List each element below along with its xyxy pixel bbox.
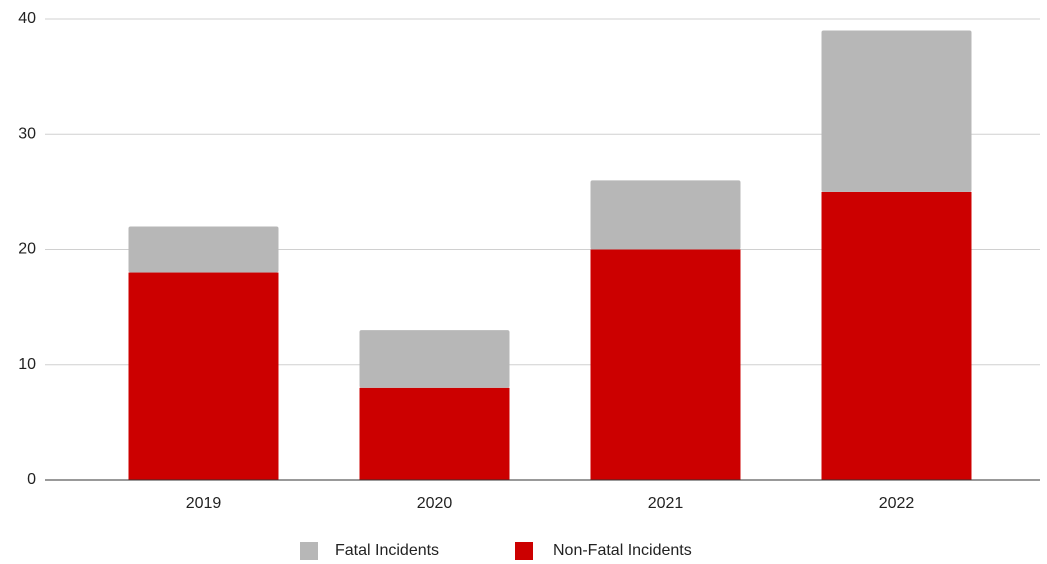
bar-segment: [128, 272, 279, 480]
y-tick-label: 0: [27, 471, 36, 488]
x-tick-label: 2020: [417, 495, 453, 512]
legend-swatch: [515, 542, 533, 560]
x-tick-label: 2021: [648, 495, 684, 512]
x-tick-label: 2022: [879, 495, 915, 512]
x-tick-label: 2019: [186, 495, 222, 512]
y-tick-label: 20: [18, 241, 36, 258]
bar-segment: [821, 191, 972, 480]
bar-segment: [821, 30, 972, 192]
bar-segment: [590, 249, 741, 480]
legend-swatch: [300, 542, 318, 560]
bar-segment: [359, 330, 510, 388]
bar-segment: [128, 226, 279, 273]
y-tick-label: 40: [18, 10, 36, 27]
y-tick-label: 30: [18, 125, 36, 142]
y-tick-label: 10: [18, 356, 36, 373]
legend-label: Non-Fatal Incidents: [553, 542, 692, 559]
bar-segment: [359, 387, 510, 480]
bar-segment: [590, 180, 741, 250]
legend-label: Fatal Incidents: [335, 542, 439, 559]
